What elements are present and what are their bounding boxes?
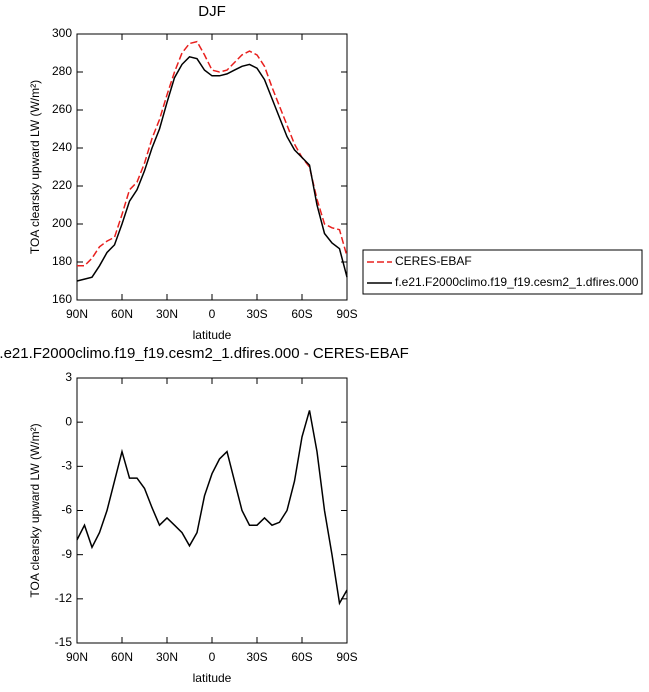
x-tick-label: 30S [246,307,267,321]
y-tick-label: 280 [52,64,72,78]
series-line [76,410,348,606]
y-tick-label: 3 [65,370,72,384]
x-tick-label: 60N [111,650,133,664]
y-tick-label: 300 [52,26,72,40]
x-tick-label: 60S [291,307,312,321]
x-tick-label: 30N [156,650,178,664]
y-tick-label: 180 [52,254,72,268]
y-tick-label: 240 [52,140,72,154]
y-tick-label: 260 [52,102,72,116]
x-tick-label: 0 [209,307,216,321]
y-tick-label: -9 [61,547,72,561]
x-tick-label: 0 [209,650,216,664]
x-tick-label: 30N [156,307,178,321]
y-tick-label: 200 [52,216,72,230]
x-tick-label: 60S [291,650,312,664]
y-tick-label: -3 [61,459,72,473]
plot-frame [76,33,348,301]
x-tick-label: 90S [336,307,357,321]
y-tick-label: -6 [61,503,72,517]
x-tick-label: 90S [336,650,357,664]
x-axis-label: latitude [193,328,232,342]
legend-label: f.e21.F2000climo.f19_f19.cesm2_1.dfires.… [395,275,639,289]
y-tick-label: -12 [55,591,73,605]
legend-label: CERES-EBAF [395,254,472,268]
y-tick-label: 0 [65,414,72,428]
x-tick-label: 60N [111,307,133,321]
y-tick-label: -15 [55,635,73,649]
y-axis-label: TOA clearsky upward LW (W/m²) [28,80,42,254]
x-tick-label: 90N [66,307,88,321]
x-tick-label: 30S [246,650,267,664]
y-tick-label: 160 [52,292,72,306]
chart-title: DJF [198,3,226,20]
x-axis-label: latitude [193,671,232,685]
chart-title: f.e21.F2000climo.f19_f19.cesm2_1.dfires.… [0,345,409,362]
y-tick-label: 220 [52,178,72,192]
plot-frame [76,377,348,644]
y-axis-label: TOA clearsky upward LW (W/m²) [28,423,42,597]
x-tick-label: 90N [66,650,88,664]
series-line [76,55,348,282]
legend-box [362,249,643,295]
